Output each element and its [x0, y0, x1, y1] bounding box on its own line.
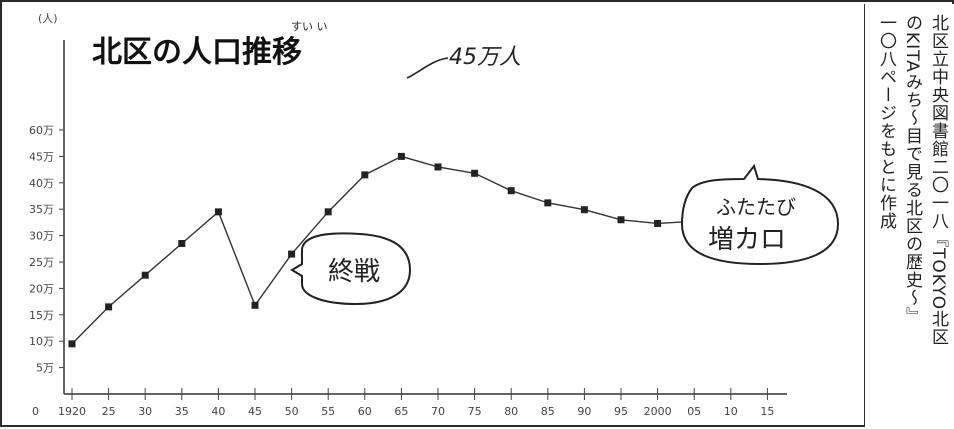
x-tick-label: 35: [175, 405, 189, 418]
x-tick-label: 80: [504, 405, 518, 418]
increase-bubble: [680, 163, 840, 266]
source-line-1: 北区立中央図書館二〇一八『TOKYO北区: [928, 14, 948, 347]
data-point: [544, 199, 552, 207]
x-tick-label: 55: [321, 405, 335, 418]
data-point: [214, 208, 222, 216]
x-tick-label: 40: [211, 405, 225, 418]
war-end-label: 終戦: [328, 257, 380, 287]
y-ticks: 5万 10万 15万 20万 25万 30万 35万 40万 45万 60万: [29, 124, 64, 375]
source-note: 北区立中央図書館二〇一八『TOKYO北区 のKITAみち〜目で見る北区の歴史〜』…: [864, 4, 954, 427]
axes: [63, 40, 787, 395]
x-tick-label: 90: [577, 405, 591, 418]
data-point: [251, 301, 259, 309]
x-tick-label: 70: [431, 405, 445, 418]
y-tick-label: 20万: [29, 282, 54, 295]
y-tick-label: 15万: [29, 309, 54, 322]
x-tick-label: 85: [541, 405, 555, 418]
y-tick-label: 45万: [29, 150, 54, 163]
data-point: [288, 250, 296, 258]
data-point: [580, 206, 588, 214]
x-ticks: 1920 25 30 35 40 45 50 55 60 65 70 75 80 85 90 95 2000 05…: [58, 388, 774, 418]
data-point: [178, 240, 186, 248]
population-chart: (人) 0 すい い 北区の人口推移 5万 10万 15万 20万 25万 30万 35万 4…: [29, 12, 840, 418]
data-point: [654, 219, 662, 227]
data-point: [361, 171, 369, 179]
x-tick-label: 60: [358, 405, 372, 418]
data-point: [324, 208, 332, 216]
data-point: [507, 187, 515, 195]
y-unit-label: (人): [38, 12, 58, 25]
data-point: [617, 216, 625, 224]
x-tick-label: 75: [468, 405, 482, 418]
x-tick-label: 95: [614, 405, 628, 418]
data-point: [397, 152, 405, 160]
title-ruby: すい い: [291, 20, 328, 33]
peak-label: 45万人: [449, 45, 521, 70]
peak-pointer: [406, 57, 449, 79]
origin-label: 0: [32, 405, 39, 418]
series-line: [71, 155, 768, 345]
y-tick-label: 5万: [36, 362, 54, 375]
y-tick-label: 30万: [29, 230, 54, 243]
y-tick-label: 60万: [29, 124, 54, 137]
y-tick-label: 25万: [29, 256, 54, 269]
x-tick-label: 2000: [644, 405, 672, 418]
x-tick-label: 05: [687, 405, 701, 418]
increase-label-line1: ふたたび: [716, 195, 796, 219]
data-point: [105, 303, 113, 311]
x-tick-label: 45: [248, 405, 262, 418]
y-tick-label: 40万: [29, 177, 54, 190]
data-point: [141, 271, 149, 279]
x-tick-label: 10: [724, 405, 738, 418]
data-point: [68, 340, 76, 348]
data-point: [434, 163, 442, 171]
x-tick-label: 15: [760, 405, 774, 418]
data-point: [471, 169, 479, 177]
x-tick-label: 1920: [58, 405, 86, 418]
y-tick-label: 35万: [29, 203, 54, 216]
series-population: [68, 152, 771, 348]
war-end-bubble: [290, 232, 412, 306]
increase-label-line2: 増カロ: [708, 225, 786, 255]
x-tick-label: 50: [285, 405, 299, 418]
x-tick-label: 30: [138, 405, 152, 418]
source-line-3: 一〇八ページをもとに作成: [876, 14, 896, 230]
x-tick-label: 65: [394, 405, 408, 418]
x-tick-label: 25: [102, 405, 116, 418]
chart-title: 北区の人口推移: [92, 35, 302, 70]
source-line-2: のKITAみち〜目で見る北区の歴史〜』: [902, 14, 922, 325]
y-tick-label: 10万: [29, 335, 54, 348]
